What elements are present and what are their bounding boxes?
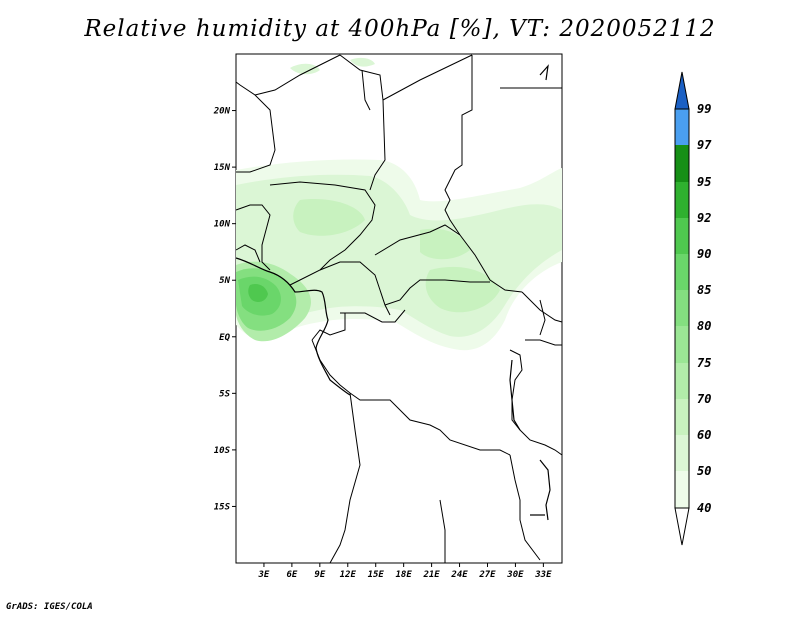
lat-tick-label: 5N <box>219 276 230 286</box>
lon-tick-label: 21E <box>422 570 440 580</box>
colorbar-segment <box>675 399 689 435</box>
colorbar-label: 40 <box>697 501 711 515</box>
colorbar-label: 95 <box>697 175 711 189</box>
coastline <box>235 64 551 521</box>
colorbar-upper-arrow <box>674 71 690 110</box>
longitude-axis: 3E 6E 9E 12E 15E 18E 21E 24E 27E 30E 33E <box>258 563 552 580</box>
colorbar-label: 99 <box>697 102 711 116</box>
colorbar-label: 97 <box>697 138 712 152</box>
colorbar-label: 70 <box>697 392 711 406</box>
colorbar-segment <box>675 218 689 254</box>
colorbar-segment <box>675 109 689 145</box>
colorbar-label: 85 <box>697 283 711 297</box>
lon-tick-label: 6E <box>286 570 297 580</box>
lat-tick-label: 20N <box>213 107 231 117</box>
lon-tick-label: 24E <box>450 570 468 580</box>
colorbar-outline <box>674 108 690 509</box>
colorbar-lower-arrow <box>674 507 690 546</box>
colorbar-label: 75 <box>697 356 711 370</box>
colorbar-segment <box>675 326 689 363</box>
colorbar-label: 80 <box>697 319 711 333</box>
lon-tick-label: 15E <box>368 570 385 580</box>
lon-tick-label: 30E <box>506 570 524 580</box>
colorbar-segment <box>675 363 689 399</box>
colorbar-label: 90 <box>697 247 711 261</box>
colorbar-label: 92 <box>697 211 711 225</box>
humidity-shading <box>236 57 562 351</box>
lon-tick-label: 27E <box>478 570 496 580</box>
colorbar-segment <box>675 290 689 326</box>
colorbar-label: 50 <box>697 464 711 478</box>
lat-tick-label: EQ <box>219 333 230 343</box>
lon-tick-label: 12E <box>340 570 357 580</box>
lon-tick-label: 33E <box>534 570 552 580</box>
colorbar: 40 50 60 70 75 80 85 90 92 95 97 99 <box>674 71 712 546</box>
lat-tick-label: 15S <box>214 502 231 512</box>
lon-tick-label: 9E <box>314 570 325 580</box>
colorbar-segment <box>675 182 689 218</box>
lon-tick-label: 18E <box>396 570 413 580</box>
colorbar-segment <box>675 471 689 508</box>
colorbar-segment <box>675 145 689 182</box>
lat-tick-label: 5S <box>219 389 230 399</box>
grads-credit: GrADS: IGES/COLA <box>6 602 93 612</box>
lat-tick-label: 10N <box>214 220 231 230</box>
colorbar-segment <box>675 254 689 290</box>
colorbar-segment <box>675 435 689 471</box>
lat-tick-label: 15N <box>214 163 231 173</box>
lon-tick-label: 3E <box>258 570 270 580</box>
latitude-axis: 20N 15N 10N 5N EQ 5S 10S 15S <box>213 107 236 512</box>
lat-tick-label: 10S <box>214 446 231 456</box>
map-title: Relative humidity at 400hPa [%], VT: 202… <box>84 16 716 42</box>
colorbar-label: 60 <box>697 428 711 442</box>
